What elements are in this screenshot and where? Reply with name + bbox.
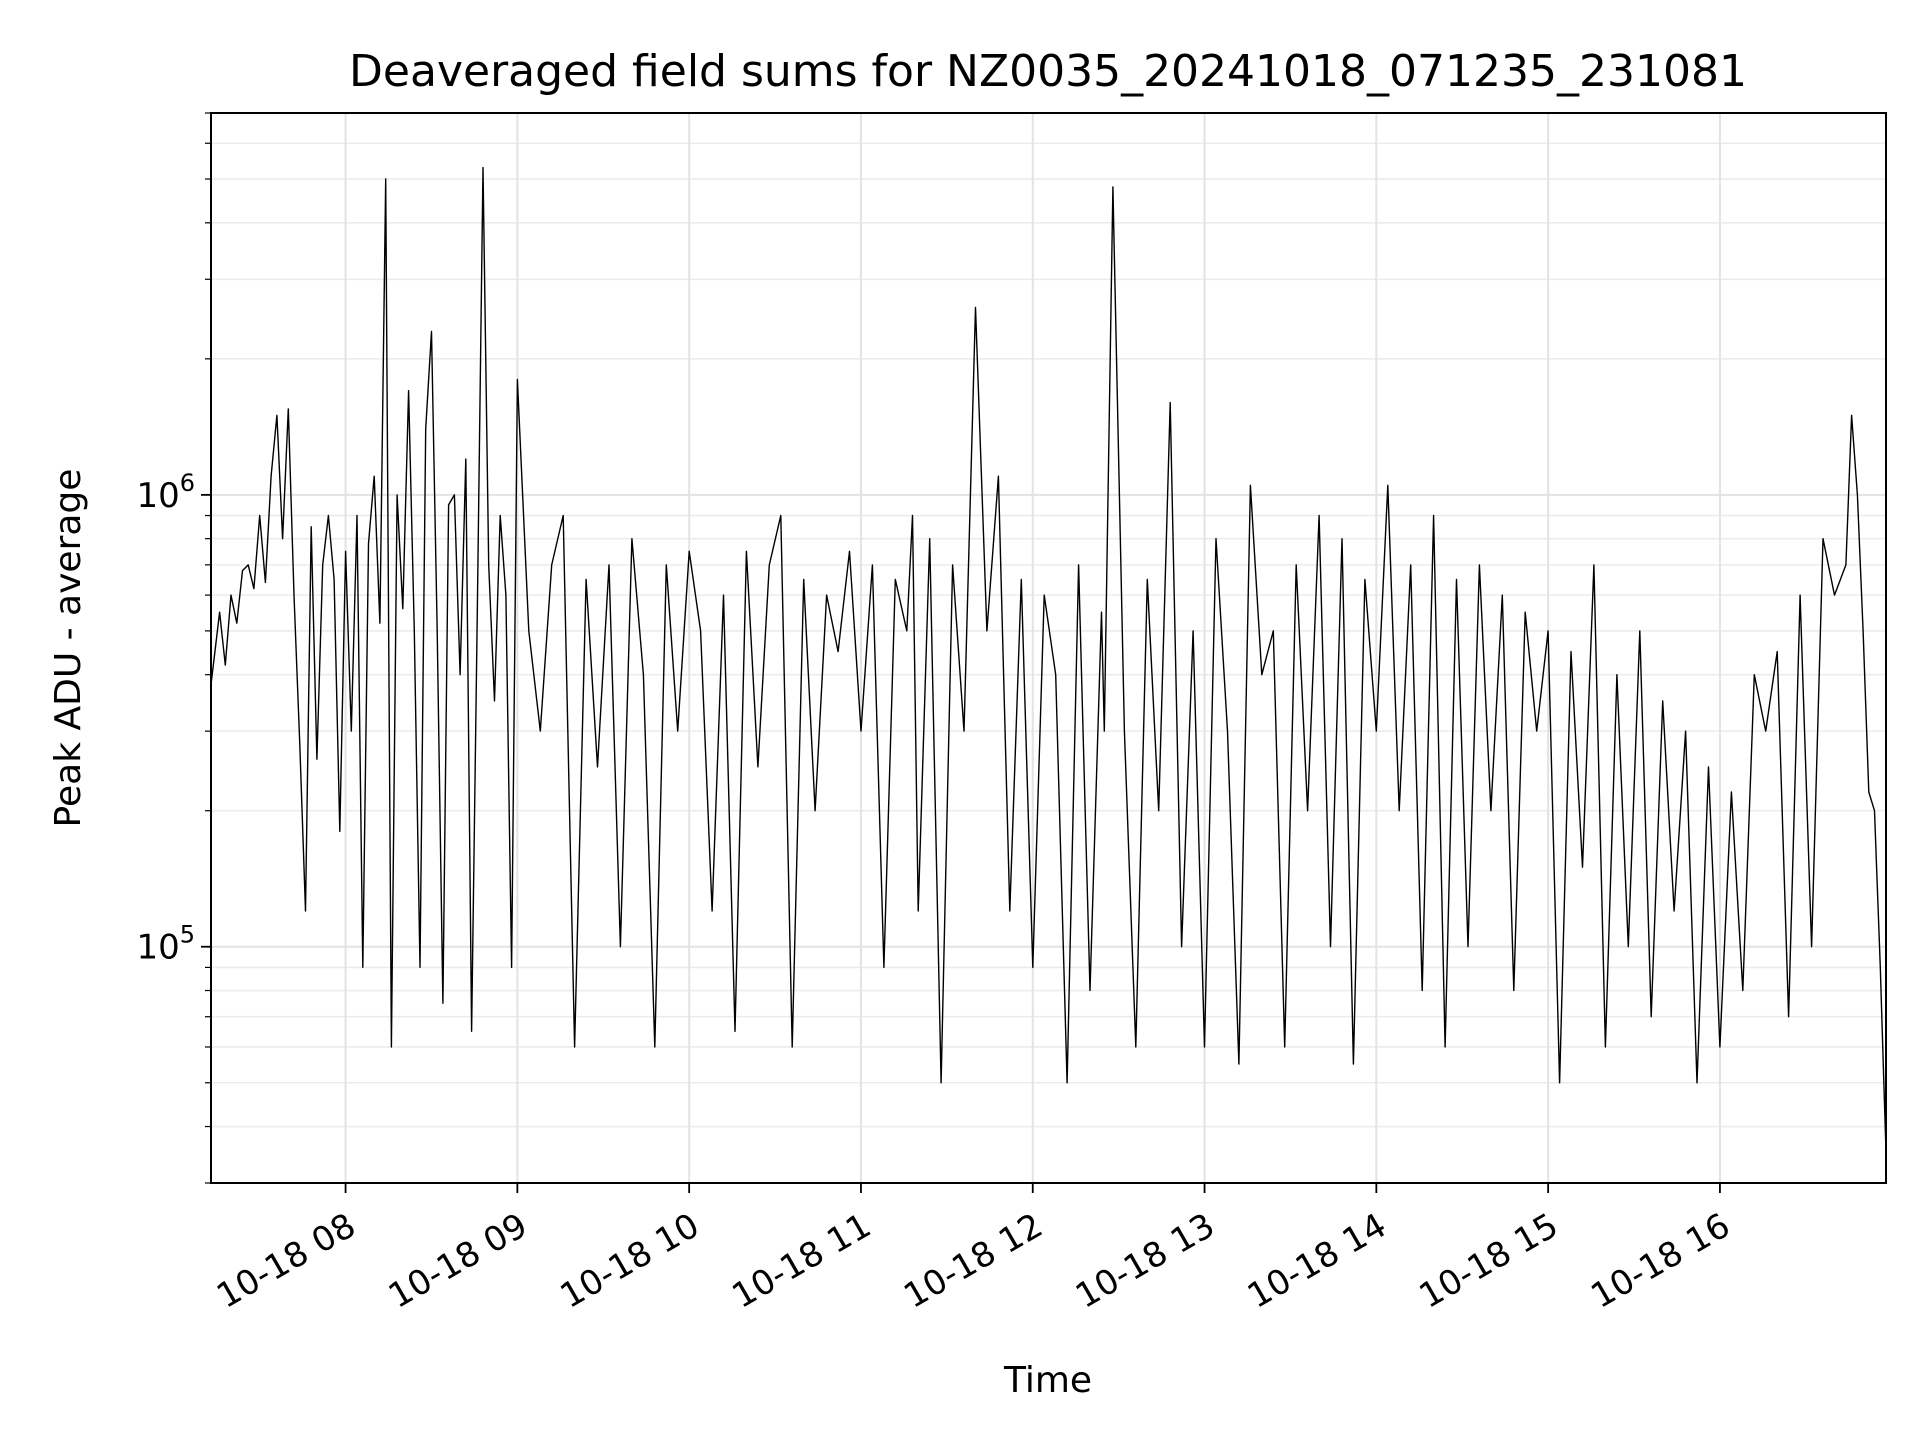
x-tick-label: 10-18 15	[1413, 1206, 1565, 1317]
plot-background	[211, 113, 1886, 1183]
x-tick-label: 10-18 13	[1069, 1206, 1221, 1317]
y-tick-label: 106	[136, 469, 195, 516]
x-tick-label: 10-18 08	[210, 1206, 362, 1317]
x-axis-label: Time	[1003, 1360, 1092, 1401]
x-tick-label: 10-18 14	[1241, 1206, 1393, 1317]
y-tick-label: 105	[136, 921, 195, 968]
x-tick-label: 10-18 12	[897, 1206, 1049, 1317]
x-tick-label: 10-18 16	[1584, 1206, 1736, 1317]
x-tick-label: 10-18 09	[382, 1206, 534, 1317]
series-line	[210, 166, 1887, 1153]
y-axis-label: Peak ADU - average	[48, 469, 89, 828]
plot-frame	[210, 112, 1887, 1184]
x-tick-label: 10-18 11	[725, 1206, 877, 1317]
x-tick-label: 10-18 10	[554, 1206, 706, 1317]
chart-title: Deaveraged field sums for NZ0035_2024101…	[349, 46, 1747, 97]
